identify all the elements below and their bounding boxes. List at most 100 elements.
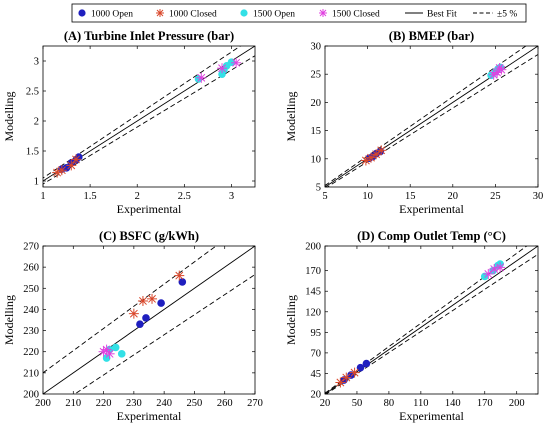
point-1000-open bbox=[142, 314, 150, 322]
point-1500-open bbox=[480, 272, 489, 281]
point-1000-closed bbox=[174, 270, 185, 281]
point-1000-closed bbox=[349, 367, 360, 378]
point-1500-open bbox=[102, 354, 111, 362]
point-1000-open bbox=[347, 371, 355, 379]
legend-label-best-fit: Best Fit bbox=[427, 10, 457, 20]
legend-label-1000-closed: 1000 Closed bbox=[169, 10, 217, 20]
x-tick-label: 1.5 bbox=[84, 191, 97, 202]
axes-box bbox=[42, 45, 256, 188]
upper-band-line bbox=[325, 46, 527, 186]
y-tick-label: 145 bbox=[305, 287, 321, 298]
x-tick-label: 80 bbox=[384, 398, 395, 409]
y-tick-label: 210 bbox=[23, 368, 39, 379]
y-tick-label: 2 bbox=[34, 117, 39, 128]
x-tick-label: 20 bbox=[448, 191, 459, 202]
point-1000-open bbox=[356, 363, 365, 372]
x-tick-label: 200 bbox=[509, 398, 525, 409]
point-1000-closed bbox=[137, 295, 148, 306]
y-tick-label: 250 bbox=[23, 284, 39, 295]
legend-marker-1500-closed bbox=[319, 9, 327, 17]
x-tick-label: 2.5 bbox=[178, 191, 191, 202]
point-1000-closed bbox=[147, 293, 158, 304]
point-1000-closed bbox=[371, 149, 382, 160]
point-1500-closed bbox=[483, 268, 494, 279]
x-tick-label: 140 bbox=[445, 398, 461, 409]
y-tick-label: 220 bbox=[23, 347, 39, 358]
x-tick-label: 1 bbox=[40, 191, 45, 202]
legend-box bbox=[71, 3, 527, 23]
y-tick-label: 170 bbox=[305, 266, 321, 277]
x-tick-label: 260 bbox=[217, 398, 233, 409]
point-1000-closed bbox=[70, 154, 81, 165]
point-1500-closed bbox=[489, 264, 500, 275]
point-1500-closed bbox=[217, 63, 228, 74]
point-1000-closed bbox=[376, 145, 387, 156]
y-tick-label: 15 bbox=[311, 126, 322, 137]
x-tick-label: 240 bbox=[156, 398, 172, 409]
point-1000-closed bbox=[360, 155, 371, 166]
x-tick-label: 200 bbox=[35, 398, 51, 409]
point-1500-open bbox=[111, 343, 120, 352]
point-1500-closed bbox=[231, 57, 242, 68]
x-tick-label: 15 bbox=[405, 191, 416, 202]
y-tick-label: 45 bbox=[311, 369, 322, 380]
point-1000-open bbox=[157, 299, 165, 307]
point-1000-closed bbox=[341, 372, 352, 383]
x-tick-label: 170 bbox=[477, 398, 493, 409]
x-tick-label: 250 bbox=[187, 398, 203, 409]
point-1000-open bbox=[362, 359, 371, 368]
point-1000-closed bbox=[366, 152, 377, 163]
legend-label-1500-open: 1500 Open bbox=[253, 10, 295, 20]
point-1500-open bbox=[117, 350, 126, 358]
panel-title: (D) Comp Outlet Temp (°C) bbox=[357, 229, 506, 243]
point-1000-open bbox=[136, 320, 144, 329]
y-tick-label: 230 bbox=[23, 326, 39, 337]
y-axis-label: Modelling bbox=[2, 295, 16, 345]
point-1500-closed bbox=[495, 262, 506, 273]
point-1000-closed bbox=[52, 167, 63, 178]
panel-title: (C) BSFC (g/kWh) bbox=[99, 229, 199, 243]
point-1000-closed bbox=[56, 165, 67, 176]
x-axis-label: Experimental bbox=[117, 202, 182, 216]
y-tick-label: 1 bbox=[34, 177, 39, 188]
legend-marker-1000-closed bbox=[156, 9, 164, 17]
panel-bsfc: 200 210 220 230 240 250 260 270 200 210 220 230 240 2… bbox=[2, 229, 263, 423]
legend-label-band: ±5 % bbox=[497, 10, 517, 20]
y-tick-label: 20 bbox=[311, 98, 322, 109]
y-tick-label: 30 bbox=[311, 42, 322, 53]
x-tick-label: 230 bbox=[126, 398, 142, 409]
x-tick-label: 50 bbox=[352, 398, 363, 409]
y-tick-label: 10 bbox=[311, 154, 322, 165]
y-tick-label: 70 bbox=[311, 348, 322, 359]
y-axis-label: Modelling bbox=[284, 92, 298, 142]
y-tick-label: 270 bbox=[23, 242, 39, 253]
panel-title: (A) Turbine Inlet Pressure (bar) bbox=[64, 29, 234, 43]
panel-turbine-inlet-pressure: 1 1.5 2 2.5 3 1 1.5 2 2.5 3 (A) Turbine Inlet Pres… bbox=[2, 29, 256, 216]
y-tick-label: 3 bbox=[34, 57, 39, 68]
y-axis-label: Modelling bbox=[2, 92, 16, 142]
point-1000-open bbox=[178, 278, 187, 286]
x-tick-label: 30 bbox=[533, 191, 544, 202]
point-1000-closed bbox=[335, 377, 346, 388]
x-tick-label: 3 bbox=[229, 191, 234, 202]
x-tick-label: 2 bbox=[135, 191, 140, 202]
x-axis-label: Experimental bbox=[117, 409, 182, 423]
x-tick-label: 110 bbox=[413, 398, 428, 409]
y-tick-label: 25 bbox=[311, 70, 322, 81]
x-tick-label: 270 bbox=[247, 398, 263, 409]
x-tick-label: 220 bbox=[96, 398, 112, 409]
legend-label-1500-closed: 1500 Closed bbox=[332, 10, 380, 20]
y-tick-label: 20 bbox=[311, 390, 322, 401]
x-axis-label: Experimental bbox=[399, 202, 464, 216]
x-axis-label: Experimental bbox=[399, 409, 464, 423]
x-tick-label: 20 bbox=[320, 398, 331, 409]
legend-marker-1000-open bbox=[78, 9, 86, 17]
legend: 1000 Open 1000 Closed 1500 Open 1500 Clo… bbox=[71, 3, 527, 23]
panel-comp-outlet-temp: 20 50 80 110 140 170 200 20 45 70 95 120 145 170 200 (D… bbox=[284, 229, 539, 423]
y-tick-label: 1.5 bbox=[26, 147, 39, 158]
lower-band-line bbox=[74, 274, 255, 394]
lower-band-line bbox=[326, 54, 538, 187]
panel-title: (B) BMEP (bar) bbox=[389, 29, 474, 43]
y-tick-label: 5 bbox=[316, 183, 321, 194]
x-tick-label: 5 bbox=[322, 191, 327, 202]
